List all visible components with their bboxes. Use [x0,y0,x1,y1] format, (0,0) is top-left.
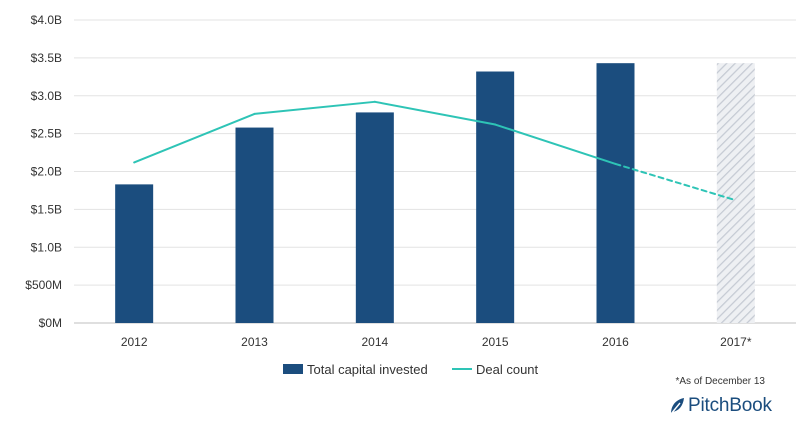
x-tick-label: 2013 [241,335,268,349]
deal-count-segment [373,100,497,126]
legend-swatch-capital [283,364,303,374]
deal-count-segment [614,162,737,202]
bar-2013 [235,127,274,323]
x-axis-ticks: 2012 2013 2014 2015 2016 2017* [121,335,752,349]
y-tick-label: $2.5B [31,127,62,141]
bar-2012 [115,184,154,323]
x-tick-label: 2015 [482,335,509,349]
y-tick-label: $3.5B [31,51,62,65]
x-tick-label: 2012 [121,335,148,349]
y-tick-label: $4.0B [31,13,62,27]
legend-label-capital: Total capital invested [307,362,428,377]
bar-series [115,63,755,324]
gridlines [74,19,796,324]
legend: Total capital invested Deal count [283,362,539,377]
y-tick-label: $1.0B [31,240,62,254]
pitchbook-logo: PitchBook [668,395,772,417]
bar-2014 [355,112,394,323]
legend-label-deal-count: Deal count [476,362,539,377]
x-tick-label: 2017* [720,335,752,349]
bar-2017 [716,63,755,324]
y-axis-ticks: $0M $500M $1.0B $1.5B $2.0B $2.5B $3.0B $3.5B $4… [25,13,62,330]
deal-count-segment [133,112,256,164]
footnote: *As of December 13 [675,376,766,387]
pitchbook-leaf-icon [670,398,684,415]
deal-count-segment [253,100,376,115]
y-tick-label: $500M [25,278,62,292]
brand-name: PitchBook [688,395,772,416]
bar-2016 [596,63,635,324]
y-tick-label: $1.5B [31,202,62,216]
bar-2015 [476,71,515,323]
line-series [133,100,737,202]
y-tick-label: $3.0B [31,89,62,103]
y-tick-label: $0M [39,316,62,330]
y-tick-label: $2.0B [31,165,62,179]
deal-count-segment [494,123,617,165]
x-tick-label: 2014 [361,335,388,349]
x-tick-label: 2016 [602,335,629,349]
